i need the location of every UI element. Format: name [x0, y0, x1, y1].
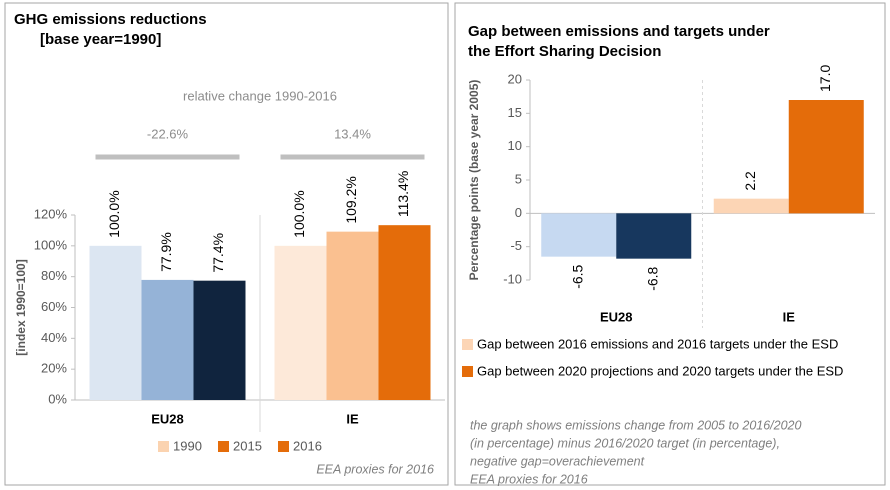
y-tick-label: 120%	[34, 206, 68, 221]
note: (in percentage) minus 2016/2020 target (…	[470, 436, 780, 450]
value-label: 113.4%	[395, 171, 411, 217]
x-tick-label: EU28	[600, 309, 633, 324]
note: EEA proxies for 2016	[316, 462, 434, 476]
note: negative gap=overachievement	[470, 454, 645, 468]
y-axis-label: [index 1990=100]	[14, 259, 28, 355]
value-label: 17.0	[817, 65, 833, 92]
y-tick-label: 100%	[34, 237, 68, 252]
value-label: 100.0%	[291, 190, 307, 237]
value-label: 2.2	[742, 171, 758, 191]
note: the graph shows emissions change from 20…	[470, 418, 802, 432]
bar	[713, 198, 789, 214]
bar	[89, 245, 142, 400]
x-tick-label: IE	[783, 309, 796, 324]
bar	[326, 231, 379, 400]
y-tick-label: 20	[508, 71, 522, 86]
note: EEA proxies for 2016	[470, 472, 588, 486]
y-axis-label: Percentage points (base year 2005)	[467, 80, 481, 281]
y-tick-label: 15	[508, 105, 522, 120]
y-tick-label: 80%	[41, 268, 67, 283]
y-tick-label: 60%	[41, 299, 67, 314]
bar	[541, 213, 617, 257]
legend-label: 1990	[173, 438, 202, 453]
bar	[274, 245, 327, 400]
bar	[141, 279, 194, 400]
y-tick-label: 10	[508, 138, 522, 153]
chart-title: the Effort Sharing Decision	[468, 43, 661, 60]
legend-label: 2016	[293, 438, 322, 453]
bar	[788, 100, 864, 214]
bar	[616, 213, 692, 259]
y-tick-label: -10	[503, 271, 522, 286]
value-label: -6.8	[644, 266, 660, 290]
legend-swatch	[218, 441, 229, 452]
value-label: 77.9%	[158, 232, 174, 272]
chart-title: GHG emissions reductions	[14, 11, 207, 28]
legend-swatch	[462, 339, 473, 350]
annotation: -22.6%	[147, 126, 189, 141]
y-tick-label: 40%	[41, 330, 67, 345]
legend-label: Gap between 2016 emissions and 2016 targ…	[477, 336, 838, 351]
y-tick-label: 5	[515, 171, 522, 186]
legend-swatch	[278, 441, 289, 452]
legend-label: 2015	[233, 438, 262, 453]
chart-title: Gap between emissions and targets under	[468, 23, 770, 40]
legend-label: Gap between 2020 projections and 2020 ta…	[477, 363, 843, 378]
bar	[378, 225, 431, 400]
annotation: 13.4%	[334, 126, 371, 141]
chart-title: [base year=1990]	[40, 31, 161, 48]
value-label: 109.2%	[343, 176, 359, 223]
legend-swatch	[158, 441, 169, 452]
value-label: -6.5	[569, 264, 585, 288]
value-label: 100.0%	[106, 190, 122, 237]
y-tick-label: 20%	[41, 361, 67, 376]
y-tick-label: -5	[510, 238, 522, 253]
x-tick-label: IE	[346, 411, 359, 426]
y-tick-label: 0%	[48, 391, 67, 406]
bar	[193, 280, 246, 400]
legend-swatch	[462, 366, 473, 377]
x-tick-label: EU28	[151, 411, 184, 426]
value-label: 77.4%	[210, 233, 226, 273]
subtitle: relative change 1990-2016	[183, 88, 337, 103]
y-tick-label: 0	[515, 205, 522, 220]
